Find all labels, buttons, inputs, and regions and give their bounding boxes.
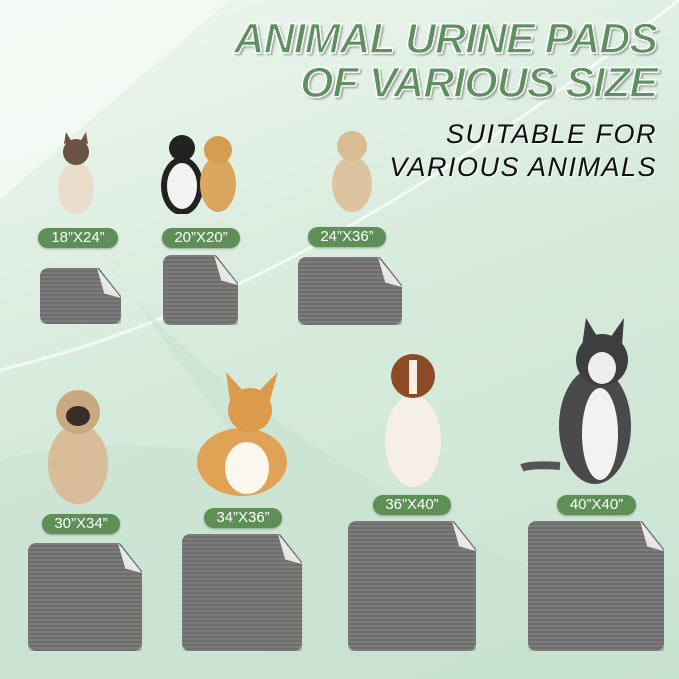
tan-dog-image: [332, 131, 372, 212]
pad-24x36: [298, 257, 402, 325]
husky-image: [520, 318, 631, 484]
australian-shepherd-image: [385, 354, 441, 487]
pad-30x34: [28, 543, 142, 651]
pad-40x40: [528, 521, 664, 651]
size-label-20x20: 20”X20”: [162, 228, 240, 248]
size-label-34x36: 34”X36”: [204, 508, 282, 528]
cat-and-puppy-image: [161, 135, 236, 214]
size-label-30x34: 30”X34”: [42, 514, 120, 534]
size-label-24x36: 24”X36”: [308, 227, 386, 247]
corgi-image: [197, 372, 287, 496]
subtitle-line-2: VARIOUS ANIMALS: [389, 152, 657, 182]
siamese-cat-image: [58, 132, 94, 214]
page-title-line-1: ANIMAL URINE PADS: [233, 15, 659, 63]
pad-34x36: [182, 534, 302, 651]
subtitle-line-1: SUITABLE FOR: [445, 119, 657, 149]
size-label-18x24: 18”X24”: [38, 228, 118, 248]
pug-image: [48, 390, 108, 504]
size-label-40x40: 40”X40”: [557, 495, 636, 515]
size-label-36x40: 36”X40”: [373, 495, 451, 515]
page-title-line-2: OF VARIOUS SIZE: [299, 59, 658, 107]
pad-36x40: [348, 521, 476, 651]
